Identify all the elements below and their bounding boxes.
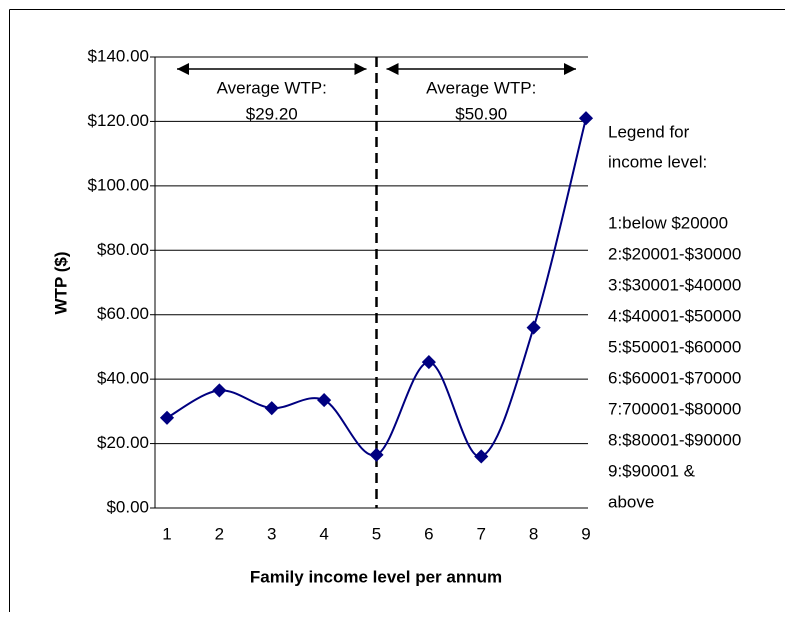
y-axis-title: WTP ($)	[51, 252, 70, 315]
data-point	[474, 449, 489, 464]
legend-note: above	[608, 492, 654, 511]
y-tick-label: $120.00	[88, 111, 149, 130]
legend-note: 5:$50001-$60000	[608, 337, 741, 356]
annotation-text: $50.90	[455, 104, 507, 123]
legend-note: 1:below $20000	[608, 213, 728, 232]
legend-note: 4:$40001-$50000	[608, 306, 741, 325]
data-point	[159, 410, 175, 425]
data-point	[421, 354, 436, 370]
x-tick-label: 3	[267, 524, 276, 543]
x-tick-label: 4	[319, 524, 328, 543]
x-tick-label: 5	[372, 524, 381, 543]
y-tick-label: $60.00	[97, 304, 149, 323]
legend-note: Legend for	[608, 122, 690, 141]
legend-note: 7:700001-$80000	[608, 399, 741, 418]
data-point	[317, 393, 332, 408]
y-tick-label: $80.00	[97, 240, 149, 259]
x-tick-label: 7	[477, 524, 486, 543]
data-point	[212, 383, 227, 398]
data-point	[264, 401, 279, 416]
y-tick-label: $0.00	[106, 497, 149, 516]
x-tick-label: 8	[529, 524, 538, 543]
legend-note: 2:$20001-$30000	[608, 244, 741, 263]
x-axis-title: Family income level per annum	[250, 567, 502, 586]
data-point	[526, 320, 541, 335]
data-point	[369, 447, 384, 462]
legend-note: 9:$90001 &	[608, 461, 696, 480]
annotation-text: Average WTP:	[217, 78, 327, 97]
x-tick-label: 6	[424, 524, 433, 543]
legend-note: 8:$80001-$90000	[608, 430, 741, 449]
x-tick-label: 9	[581, 524, 590, 543]
y-tick-label: $140.00	[88, 46, 149, 65]
y-tick-label: $40.00	[97, 369, 149, 388]
annotation-text: Average WTP:	[426, 78, 536, 97]
x-tick-label: 1	[162, 524, 171, 543]
x-tick-label: 2	[215, 524, 224, 543]
data-point	[578, 111, 594, 126]
annotation-text: $29.20	[246, 104, 298, 123]
y-tick-label: $20.00	[97, 433, 149, 452]
legend-note: 3:$30001-$40000	[608, 275, 741, 294]
y-tick-label: $100.00	[88, 175, 149, 194]
legend-note: 6:$60001-$70000	[608, 368, 741, 387]
legend-note: income level:	[608, 152, 707, 171]
